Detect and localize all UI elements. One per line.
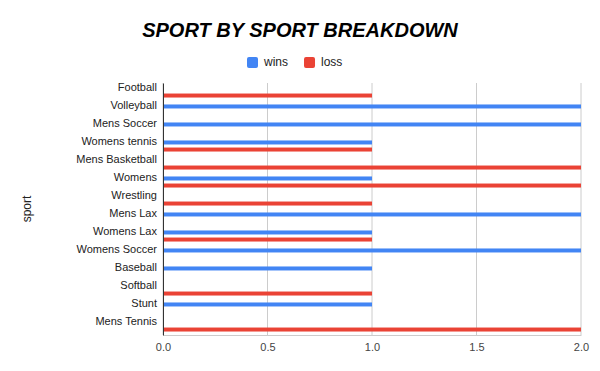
bar [163, 230, 372, 234]
legend-item: wins [247, 55, 288, 69]
bar [163, 184, 581, 188]
y-tick-label: Mens Soccer [93, 117, 158, 129]
y-tick: Mens Soccer [93, 117, 163, 129]
y-tick: Stunt [131, 297, 163, 309]
y-tick-label: Volleyball [111, 99, 157, 111]
legend-swatch [304, 57, 315, 68]
grid-line [267, 83, 268, 335]
y-tick: Womens [114, 171, 163, 183]
x-axis: 0.0 0.5 1.0 1.5 2.0 [156, 335, 589, 353]
bar [163, 202, 372, 206]
y-tick-label: Womens Lax [93, 225, 157, 237]
x-tick-label: 0.0 [156, 341, 171, 353]
x-tick-label: 1.0 [365, 341, 380, 353]
y-tick-label: Wrestling [111, 189, 157, 201]
bar [163, 212, 581, 216]
y-tick: Softball [120, 279, 163, 291]
x-tick-label: 2.0 [574, 341, 589, 353]
grid-line [476, 83, 477, 335]
bar [163, 94, 372, 98]
chart: 0.0 0.5 1.0 1.5 2.0 Football Volleyball Mens So… [0, 0, 600, 371]
bar [163, 292, 372, 296]
y-tick: Womens Lax [93, 225, 163, 237]
y-tick-label: Mens Tennis [95, 315, 157, 327]
y-tick-label: Stunt [131, 297, 157, 309]
y-tick-label: Womens tennis [81, 135, 157, 147]
y-tick-label: Baseball [115, 261, 157, 273]
y-tick-label: Womens Soccer [77, 243, 158, 255]
y-axis-line [163, 84, 164, 336]
y-tick-label: Womens [114, 171, 158, 183]
y-tick: Football [118, 81, 163, 93]
y-tick: Wrestling [111, 189, 163, 201]
grid-line [372, 83, 373, 335]
x-tick-label: 0.5 [260, 341, 275, 353]
bar [163, 148, 372, 152]
grid [163, 83, 581, 335]
bar [163, 166, 581, 170]
bar [163, 140, 372, 144]
y-tick: Mens Tennis [95, 315, 163, 327]
legend: wins loss [247, 55, 342, 69]
x-tick: 0.0 [156, 335, 171, 353]
y-tick: Womens tennis [81, 135, 163, 147]
y-tick: Volleyball [111, 99, 163, 111]
bar [163, 238, 372, 242]
y-tick: Womens Soccer [77, 243, 164, 255]
y-axis-title: sport [20, 195, 34, 222]
x-tick-label: 1.5 [469, 341, 484, 353]
x-axis-line [164, 335, 582, 336]
x-tick: 0.5 [260, 335, 275, 353]
legend-item: loss [304, 55, 342, 69]
x-tick: 1.0 [365, 335, 380, 353]
y-tick-label: Mens Lax [109, 207, 157, 219]
x-tick: 2.0 [574, 335, 589, 353]
grid-line [163, 83, 164, 335]
title: SPORT BY SPORT BREAKDOWN [142, 19, 458, 41]
legend-swatch [247, 57, 258, 68]
bar [163, 328, 581, 332]
y-tick: Mens Basketball [76, 153, 163, 165]
bar [163, 104, 581, 108]
legend-label: wins [263, 55, 288, 69]
x-tick: 1.5 [469, 335, 484, 353]
y-tick-label: Softball [120, 279, 157, 291]
bar [163, 122, 581, 126]
bar [163, 248, 581, 252]
legend-label: loss [321, 55, 342, 69]
y-axis: Football Volleyball Mens Soccer Womens tenn… [76, 81, 163, 336]
bar [163, 176, 372, 180]
y-tick: Baseball [115, 261, 163, 273]
bars [163, 94, 581, 332]
bar [163, 266, 372, 270]
grid-line [581, 83, 582, 335]
y-tick-label: Football [118, 81, 157, 93]
y-tick: Mens Lax [109, 207, 163, 219]
bar [163, 302, 372, 306]
y-tick-label: Mens Basketball [76, 153, 157, 165]
